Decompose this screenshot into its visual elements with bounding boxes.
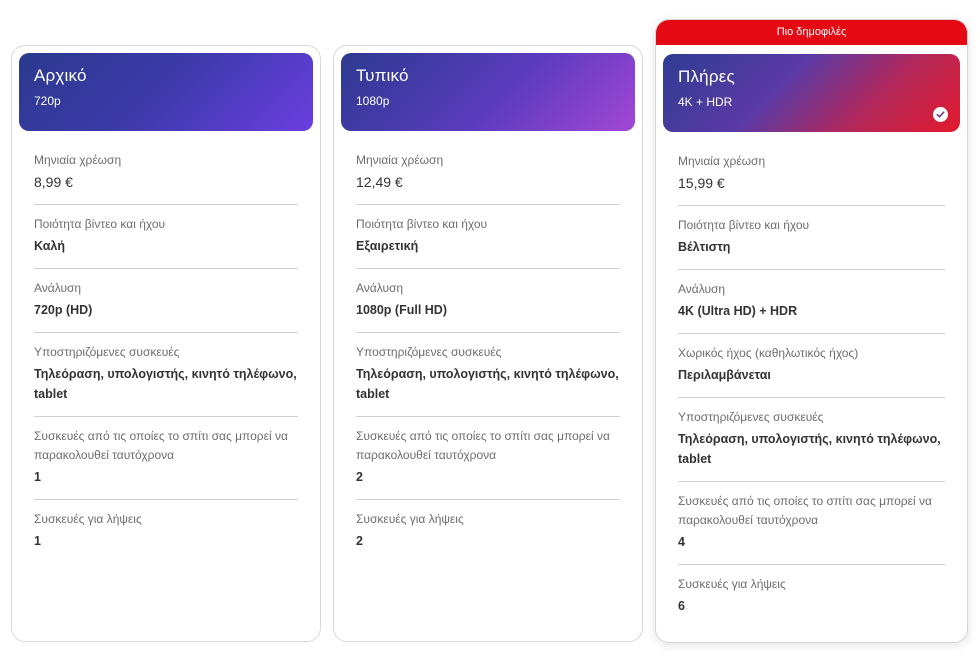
detail-row-quality: Ποιότητα βίντεο και ήχου Καλή bbox=[34, 205, 298, 269]
detail-label: Συσκευές από τις οποίες το σπίτι σας μπο… bbox=[34, 429, 288, 462]
plan-resolution-tag: 4K + HDR bbox=[678, 95, 733, 109]
detail-value: 4K (Ultra HD) + HDR bbox=[678, 304, 798, 318]
detail-label: Ανάλυση bbox=[678, 282, 726, 296]
plan-name: Πλήρες bbox=[678, 67, 735, 86]
detail-row-monthly: Μηνιαία χρέωση 8,99 € bbox=[34, 151, 298, 205]
plan-resolution-tag: 1080p bbox=[356, 94, 390, 108]
plan-header: Πλήρες 4K + HDR bbox=[663, 54, 960, 132]
plan-card-premium[interactable]: Πιο δημοφιλές Πλήρες 4K + HDR Μηνιαία χρ… bbox=[655, 19, 968, 643]
detail-value: 12,49 € bbox=[356, 174, 403, 190]
detail-value: Τηλεόραση, υπολογιστής, κινητό τηλέφωνο,… bbox=[356, 367, 619, 401]
detail-value: 1 bbox=[34, 470, 41, 484]
detail-label: Ανάλυση bbox=[34, 281, 82, 295]
detail-label: Μηνιαία χρέωση bbox=[678, 154, 766, 168]
detail-label: Συσκευές για λήψεις bbox=[356, 512, 464, 526]
detail-value: 6 bbox=[678, 599, 685, 613]
plan-card-standard[interactable]: Τυπικό 1080p Μηνιαία χρέωση 12,49 € Ποιό… bbox=[333, 45, 643, 642]
popular-badge: Πιο δημοφιλές bbox=[656, 20, 967, 45]
detail-label: Χωρικός ήχος (καθηλωτικός ήχος) bbox=[678, 346, 859, 360]
detail-label: Συσκευές για λήψεις bbox=[678, 577, 786, 591]
detail-row-quality: Ποιότητα βίντεο και ήχου Εξαιρετική bbox=[356, 205, 620, 269]
detail-value: 15,99 € bbox=[678, 175, 725, 191]
detail-label: Μηνιαία χρέωση bbox=[356, 153, 444, 167]
detail-value: Εξαιρετική bbox=[356, 239, 419, 253]
detail-value: 4 bbox=[678, 535, 685, 549]
detail-label: Συσκευές από τις οποίες το σπίτι σας μπο… bbox=[356, 429, 610, 462]
detail-label: Ανάλυση bbox=[356, 281, 404, 295]
detail-row-downloads: Συσκευές για λήψεις 2 bbox=[356, 500, 620, 563]
detail-value: Καλή bbox=[34, 239, 66, 253]
plan-name: Τυπικό bbox=[356, 66, 409, 85]
detail-row-resolution: Ανάλυση 1080p (Full HD) bbox=[356, 269, 620, 333]
detail-row-monthly: Μηνιαία χρέωση 15,99 € bbox=[678, 152, 945, 206]
plan-header: Τυπικό 1080p bbox=[341, 53, 635, 131]
selected-check-icon bbox=[933, 107, 948, 122]
detail-label: Μηνιαία χρέωση bbox=[34, 153, 122, 167]
detail-row-devices: Υποστηριζόμενες συσκευές Τηλεόραση, υπολ… bbox=[34, 333, 298, 417]
detail-value: 1080p (Full HD) bbox=[356, 303, 447, 317]
detail-row-simultaneous: Συσκευές από τις οποίες το σπίτι σας μπο… bbox=[34, 417, 298, 500]
detail-row-downloads: Συσκευές για λήψεις 6 bbox=[678, 565, 945, 628]
detail-label: Συσκευές από τις οποίες το σπίτι σας μπο… bbox=[678, 494, 932, 527]
plan-details: Μηνιαία χρέωση 8,99 € Ποιότητα βίντεο κα… bbox=[34, 151, 298, 563]
detail-row-resolution: Ανάλυση 4K (Ultra HD) + HDR bbox=[678, 270, 945, 334]
detail-value: Περιλαμβάνεται bbox=[678, 368, 771, 382]
detail-row-quality: Ποιότητα βίντεο και ήχου Βέλτιστη bbox=[678, 206, 945, 270]
detail-row-resolution: Ανάλυση 720p (HD) bbox=[34, 269, 298, 333]
detail-value: 2 bbox=[356, 534, 363, 548]
detail-value: Τηλεόραση, υπολογιστής, κινητό τηλέφωνο,… bbox=[678, 432, 941, 466]
plan-details: Μηνιαία χρέωση 15,99 € Ποιότητα βίντεο κ… bbox=[678, 152, 945, 628]
detail-label: Υποστηριζόμενες συσκευές bbox=[678, 410, 824, 424]
plan-resolution-tag: 720p bbox=[34, 94, 61, 108]
detail-value: Βέλτιστη bbox=[678, 240, 731, 254]
detail-label: Συσκευές για λήψεις bbox=[34, 512, 142, 526]
detail-value: 8,99 € bbox=[34, 174, 73, 190]
plan-header: Αρχικό 720p bbox=[19, 53, 313, 131]
detail-row-simultaneous: Συσκευές από τις οποίες το σπίτι σας μπο… bbox=[678, 482, 945, 565]
detail-label: Ποιότητα βίντεο και ήχου bbox=[356, 217, 488, 231]
plan-card-basic[interactable]: Αρχικό 720p Μηνιαία χρέωση 8,99 € Ποιότη… bbox=[11, 45, 321, 642]
detail-label: Ποιότητα βίντεο και ήχου bbox=[34, 217, 166, 231]
detail-row-simultaneous: Συσκευές από τις οποίες το σπίτι σας μπο… bbox=[356, 417, 620, 500]
detail-value: 2 bbox=[356, 470, 363, 484]
detail-row-devices: Υποστηριζόμενες συσκευές Τηλεόραση, υπολ… bbox=[678, 398, 945, 482]
detail-value: 1 bbox=[34, 534, 41, 548]
detail-value: Τηλεόραση, υπολογιστής, κινητό τηλέφωνο,… bbox=[34, 367, 297, 401]
detail-row-devices: Υποστηριζόμενες συσκευές Τηλεόραση, υπολ… bbox=[356, 333, 620, 417]
detail-label: Ποιότητα βίντεο και ήχου bbox=[678, 218, 810, 232]
plan-name: Αρχικό bbox=[34, 66, 87, 85]
detail-value: 720p (HD) bbox=[34, 303, 93, 317]
detail-row-monthly: Μηνιαία χρέωση 12,49 € bbox=[356, 151, 620, 205]
detail-label: Υποστηριζόμενες συσκευές bbox=[356, 345, 502, 359]
detail-row-spatial-audio: Χωρικός ήχος (καθηλωτικός ήχος) Περιλαμβ… bbox=[678, 334, 945, 398]
detail-row-downloads: Συσκευές για λήψεις 1 bbox=[34, 500, 298, 563]
plan-details: Μηνιαία χρέωση 12,49 € Ποιότητα βίντεο κ… bbox=[356, 151, 620, 563]
detail-label: Υποστηριζόμενες συσκευές bbox=[34, 345, 180, 359]
